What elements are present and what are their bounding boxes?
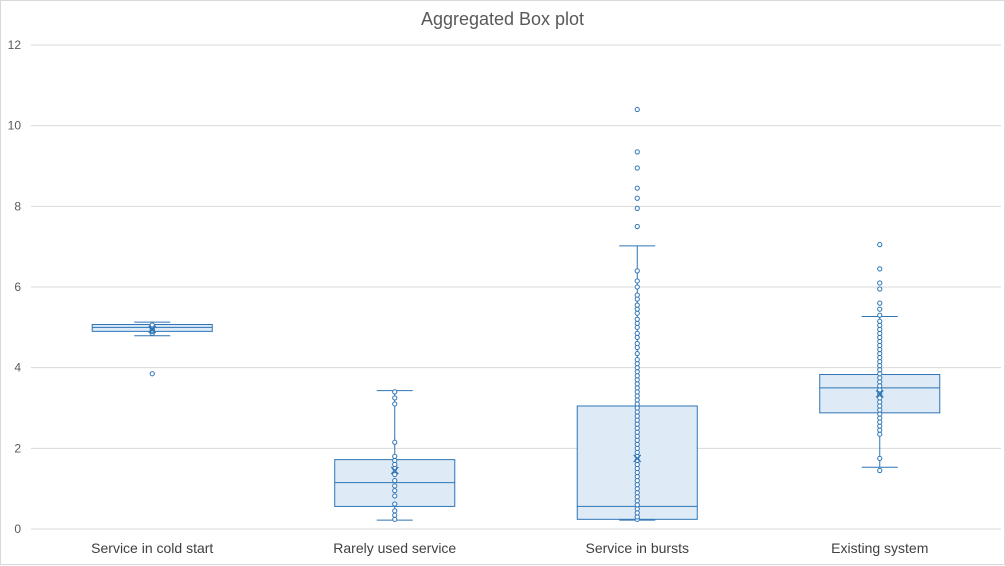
- data-point: [634, 284, 640, 290]
- data-point: [634, 302, 640, 308]
- data-point: [634, 357, 640, 363]
- data-point: [392, 483, 398, 489]
- chart-title: Aggregated Box plot: [420, 9, 585, 29]
- y-tick-label: 6: [14, 280, 21, 294]
- y-tick-label: 8: [14, 199, 21, 213]
- data-point: [634, 350, 640, 357]
- data-point: [877, 266, 883, 272]
- data-point: [392, 508, 398, 514]
- data-point: [634, 292, 640, 298]
- mean-marker: [633, 454, 642, 463]
- data-point: [877, 312, 883, 318]
- mean-marker: [148, 325, 157, 334]
- data-point: [392, 453, 398, 459]
- data-point: [877, 318, 883, 324]
- y-tick-label: 4: [14, 361, 21, 375]
- x-category-label: Rarely used service: [333, 540, 456, 556]
- x-category-label: Service in cold start: [91, 540, 213, 556]
- data-point: [634, 268, 640, 274]
- data-point: [392, 478, 398, 484]
- data-point: [149, 371, 155, 377]
- data-point: [634, 165, 640, 171]
- data-point: [392, 389, 398, 395]
- mean-marker: [390, 466, 399, 475]
- data-point: [392, 471, 398, 478]
- data-point: [634, 223, 640, 230]
- y-tick-label: 10: [8, 119, 22, 133]
- data-point: [634, 185, 640, 191]
- data-point: [877, 280, 883, 286]
- data-point: [392, 395, 398, 401]
- x-category-label: Service in bursts: [586, 540, 689, 556]
- data-point: [392, 493, 398, 499]
- mean-marker: [875, 389, 884, 398]
- data-point: [392, 439, 398, 445]
- data-point: [634, 316, 640, 322]
- data-point: [634, 106, 640, 113]
- y-tick-label: 12: [8, 38, 22, 52]
- data-point: [392, 501, 398, 507]
- data-point: [877, 300, 883, 306]
- data-point: [877, 467, 883, 474]
- data-point: [634, 205, 640, 211]
- data-point: [392, 488, 398, 494]
- data-point: [634, 330, 640, 336]
- data-point: [392, 512, 398, 518]
- data-point: [877, 242, 883, 248]
- x-category-label: Existing system: [831, 540, 928, 556]
- data-point: [392, 401, 398, 407]
- data-point: [149, 322, 155, 328]
- y-tick-label: 0: [14, 522, 21, 536]
- data-point: [634, 340, 640, 347]
- data-point: [877, 455, 883, 462]
- data-point: [634, 278, 640, 284]
- data-point: [634, 195, 640, 201]
- y-tick-label: 2: [14, 441, 21, 455]
- data-point: [634, 149, 640, 155]
- data-point: [877, 306, 883, 312]
- data-point: [877, 286, 883, 292]
